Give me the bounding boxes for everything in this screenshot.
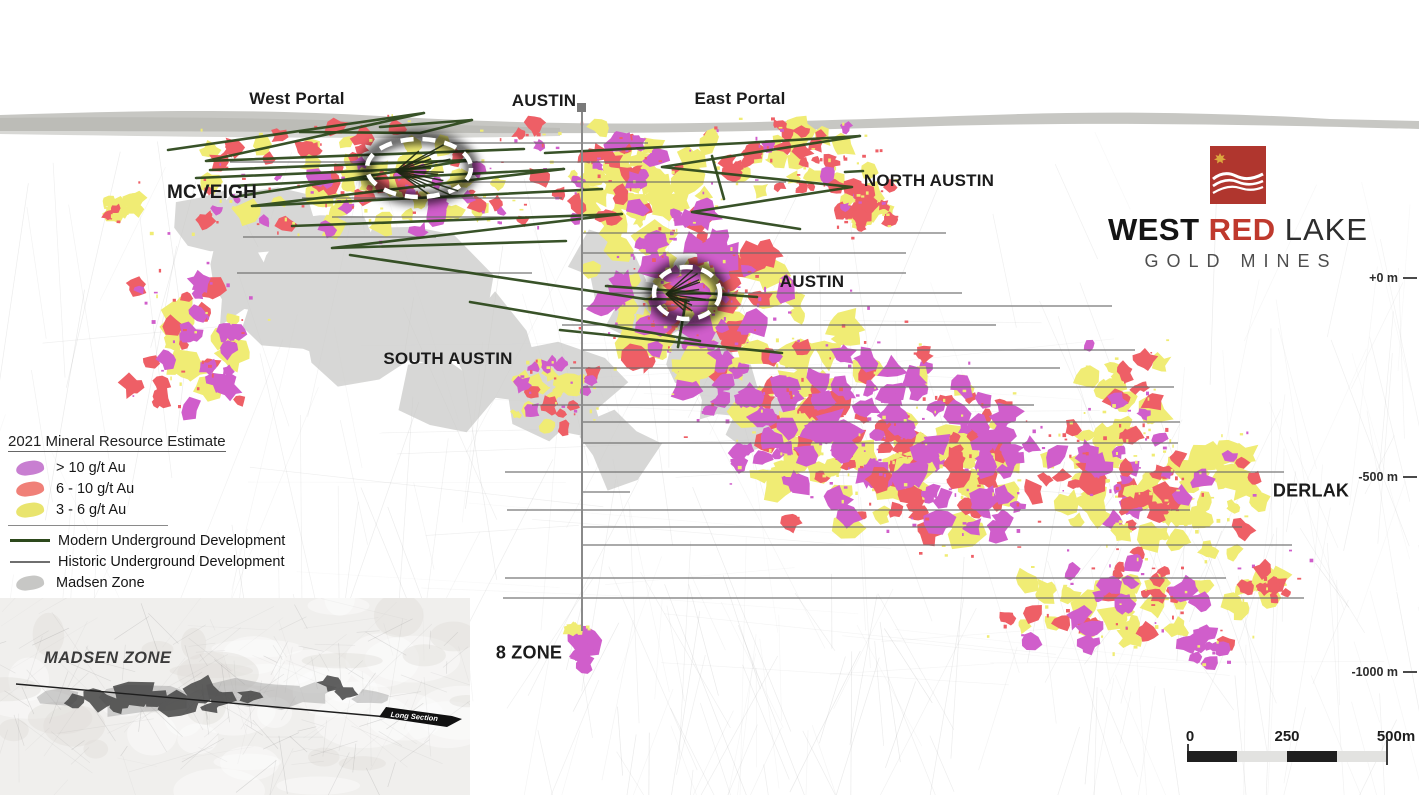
modern-dev-line-swatch	[10, 539, 50, 542]
legend-grade-label: 3 - 6 g/t Au	[56, 501, 127, 518]
long-section-arrow-banner: Long Section	[15, 683, 462, 727]
scale-bar-segments	[1187, 751, 1387, 762]
elevation-tick	[1403, 671, 1417, 673]
label-austin-section: AUSTIN	[511, 91, 577, 110]
elevation-tick	[1403, 476, 1417, 478]
drill-fan	[665, 269, 712, 312]
modern-development-lines	[166, 111, 865, 355]
legend-line-label: Historic Underground Development	[58, 553, 285, 570]
mineral-cluster	[986, 544, 1314, 657]
legend-title: 2021 Mineral Resource Estimate	[8, 433, 226, 452]
mineral-cluster	[827, 178, 899, 240]
scale-tick-250: 250	[1274, 728, 1300, 745]
long-section-banner-label: Long Section	[390, 710, 439, 723]
highlight-ellipses	[358, 130, 729, 328]
drill-fan	[395, 144, 459, 197]
logo-mark-icon	[1210, 146, 1266, 204]
label-austin-zone: AUSTIN	[779, 272, 845, 291]
austin-section-line	[577, 103, 586, 631]
legend-historic-dev: Historic Underground Development	[8, 551, 308, 572]
mineral-cluster	[101, 190, 154, 236]
mineral-cluster	[562, 621, 591, 637]
company-logo: WEST RED LAKE GOLD MINES	[1100, 146, 1376, 272]
legend-grade-high: > 10 g/t Au	[8, 457, 308, 478]
elevation-marker-500m: -500 m	[1358, 470, 1417, 484]
mineral-cluster	[1175, 624, 1236, 670]
scale-right-tick	[1386, 740, 1388, 765]
elevation-label: -500 m	[1358, 470, 1398, 484]
mineral-cluster	[1242, 558, 1293, 609]
legend-zone-label: Madsen Zone	[56, 574, 145, 591]
logo-wordmark: WEST RED LAKE	[1100, 212, 1376, 248]
elevation-label: -1000 m	[1351, 665, 1398, 679]
elevation-label: +0 m	[1369, 271, 1398, 285]
scale-tick-0: 0	[1185, 728, 1195, 745]
label-west-portal: West Portal	[249, 89, 345, 108]
label-derlak: DERLAK	[1272, 480, 1350, 501]
scale-left-tick	[1187, 744, 1189, 751]
legend-madsen-zone: Madsen Zone	[8, 572, 308, 593]
yellow-blob-swatch	[15, 500, 45, 519]
label-mcveigh: MCVEIGH	[166, 182, 258, 203]
mineral-cluster	[117, 261, 271, 421]
legend-grade-mid: 6 - 10 g/t Au	[8, 478, 308, 499]
legend-grade-label: > 10 g/t Au	[56, 459, 126, 476]
logo-subtitle: GOLD MINES	[1144, 251, 1338, 271]
label-eight-zone: 8 ZONE	[495, 642, 563, 663]
elevation-tick	[1403, 277, 1417, 279]
label-east-portal: East Portal	[694, 89, 786, 108]
inset-dark-workings	[63, 674, 359, 718]
maple-leaf-icon	[1214, 153, 1226, 164]
scale-bar: 0 250 500m	[1183, 728, 1419, 773]
historic-development-levels	[230, 142, 1304, 599]
logo-word-lake: LAKE	[1284, 212, 1369, 247]
historic-dev-line-swatch	[10, 560, 50, 563]
madsen-zone-inset-map: Long Section	[0, 598, 470, 795]
legend-line-label: Modern Underground Development	[58, 532, 286, 549]
legend: 2021 Mineral Resource Estimate > 10 g/t …	[8, 433, 308, 593]
legend-grade-label: 6 - 10 g/t Au	[56, 480, 135, 497]
legend-grade-low: 3 - 6 g/t Au	[8, 499, 308, 520]
mineral-cluster	[510, 354, 601, 437]
scale-tick-500: 500m	[1376, 728, 1416, 745]
logo-word-west: WEST	[1107, 212, 1200, 247]
inset-title: MADSEN ZONE	[44, 649, 172, 667]
elevation-marker-0m: +0 m	[1369, 271, 1417, 285]
label-north-austin: NORTH AUSTIN	[863, 171, 995, 190]
elevation-marker-1000m: -1000 m	[1351, 665, 1417, 679]
legend-divider	[8, 525, 168, 526]
magenta-blob-swatch	[15, 458, 45, 477]
logo-word-red: RED	[1208, 212, 1276, 247]
mineral-cluster	[699, 115, 898, 205]
salmon-blob-swatch	[15, 479, 45, 498]
legend-modern-dev: Modern Underground Development	[8, 530, 308, 551]
label-south-austin: SOUTH AUSTIN	[383, 349, 513, 368]
gray-blob-swatch	[15, 573, 45, 592]
